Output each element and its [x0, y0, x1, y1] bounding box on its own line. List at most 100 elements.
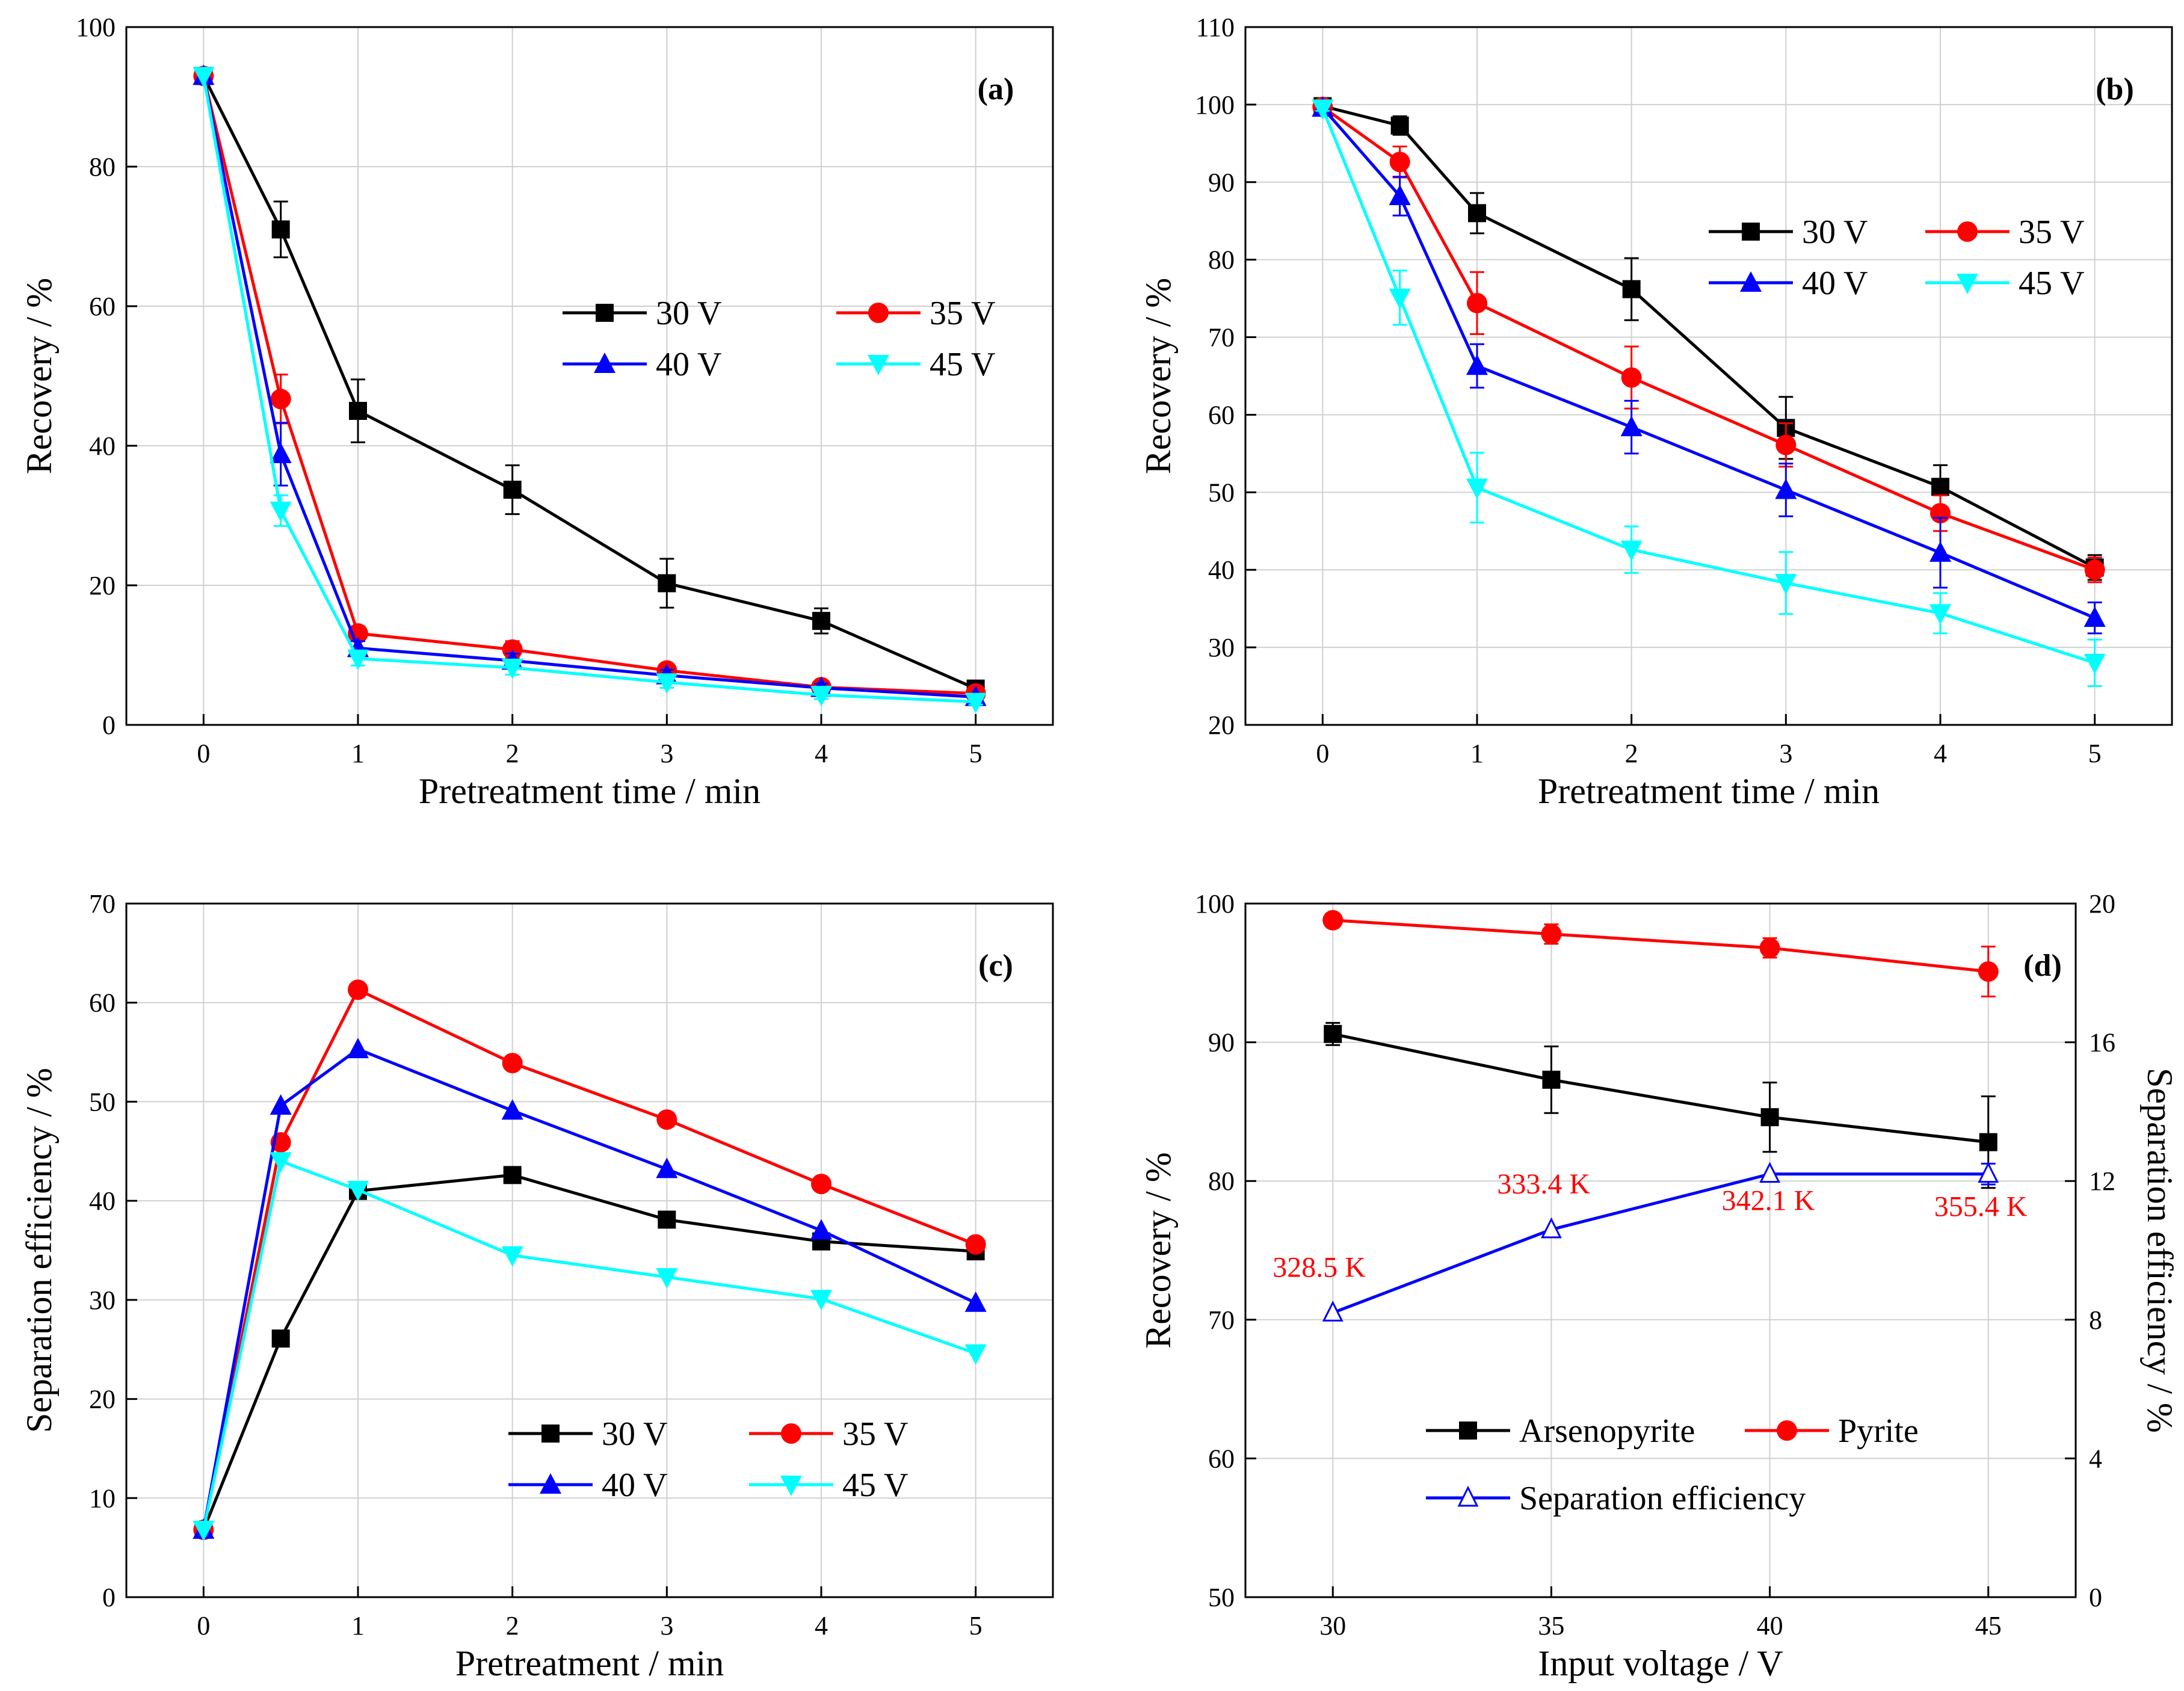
- y-tick-label: 100: [1195, 889, 1235, 919]
- chart-panel-4: 30 35 40 45 50 60 70 80 90 100 0 4 8 12 16 20 Input volt…: [1138, 889, 2180, 1683]
- data-point: [1468, 204, 1486, 223]
- x-tick-label: 1: [351, 739, 365, 768]
- data-point: [1540, 1217, 1562, 1239]
- legend-label: 35 V: [2019, 214, 2084, 251]
- x-tick-label: 2: [506, 739, 519, 768]
- x-axis-title: Input voltage / V: [1538, 1643, 1783, 1683]
- x-tick-label: 30: [1319, 1611, 1346, 1640]
- data-point: [501, 658, 523, 679]
- y-axis-title: Recovery / %: [1138, 1152, 1178, 1349]
- y-tick-label: 80: [1208, 245, 1235, 275]
- y-tick-label: 60: [1208, 400, 1235, 430]
- data-point: [656, 1109, 677, 1130]
- series-40-v: [193, 64, 987, 706]
- legend-label: Pyrite: [1838, 1412, 1919, 1450]
- data-point: [501, 1099, 523, 1120]
- legend: 30 V 35 V 40 V 45 V: [508, 1415, 908, 1504]
- series-line: [202, 1047, 976, 1530]
- y-tick-label: 40: [1208, 555, 1235, 585]
- data-point: [1312, 99, 1334, 120]
- plot-frame: [1244, 902, 2077, 1598]
- legend-entry: Separation efficiency: [1426, 1480, 1806, 1517]
- legend-entry: 40 V: [508, 1467, 667, 1504]
- data-point: [1759, 1162, 1781, 1183]
- data-point: [271, 1329, 290, 1348]
- y-tick-label: 0: [102, 1583, 116, 1612]
- legend-marker: [1740, 271, 1762, 292]
- data-point: [1322, 1300, 1343, 1322]
- y2-tick-label: 16: [2089, 1028, 2115, 1058]
- data-point: [347, 649, 369, 670]
- data-point: [1389, 152, 1410, 173]
- series-line: [202, 75, 976, 699]
- legend-label: 30 V: [1802, 214, 1868, 251]
- data-point: [1541, 923, 1562, 944]
- y-tick-label: 20: [89, 571, 116, 600]
- data-point: [1467, 292, 1487, 313]
- y-tick-label: 80: [89, 152, 116, 182]
- series-line: [1333, 919, 1989, 973]
- data-point: [1760, 1108, 1779, 1127]
- data-point: [1775, 478, 1797, 499]
- legend-marker: [1957, 274, 1978, 294]
- data-point: [270, 1094, 292, 1115]
- legend: 30 V 35 V 40 V 45 V: [1709, 214, 2084, 302]
- data-point: [2084, 559, 2105, 581]
- legend-marker: [1742, 223, 1760, 241]
- series-arsenopyrite: [1324, 1021, 1997, 1189]
- y-tick-label: 70: [89, 889, 116, 919]
- y-tick-label: 90: [1208, 168, 1235, 197]
- data-point: [656, 1267, 678, 1289]
- data-point: [658, 574, 676, 593]
- data-point: [1324, 1024, 1342, 1043]
- legend-entry: 30 V: [1709, 214, 1868, 251]
- data-point: [1978, 1162, 1999, 1183]
- legend-label: 35 V: [930, 295, 995, 332]
- legend-label: 40 V: [602, 1467, 667, 1504]
- panel-label: (b): [2096, 72, 2134, 106]
- data-point: [503, 481, 522, 499]
- legend-label: 45 V: [930, 346, 995, 383]
- plot-frame: [125, 26, 1054, 726]
- x-tick-label: 4: [1934, 739, 1947, 768]
- legend-entry: Pyrite: [1745, 1412, 1919, 1450]
- x-tick-label: 40: [1757, 1611, 1783, 1640]
- data-point: [1621, 367, 1642, 388]
- x-tick-label: 2: [506, 1611, 519, 1640]
- legend-marker: [594, 353, 615, 373]
- data-point: [810, 1290, 832, 1311]
- x-tick-label: 3: [660, 1611, 673, 1640]
- data-point: [1389, 288, 1411, 309]
- data-point: [270, 389, 291, 410]
- y-axis-title: Separation efficiency / %: [19, 1068, 59, 1433]
- legend-entry: 45 V: [749, 1467, 908, 1504]
- legend-entry: 40 V: [1709, 265, 1868, 302]
- x-tick-label: 0: [1316, 739, 1329, 768]
- legend-marker: [1459, 1421, 1477, 1440]
- y-tick-label: 90: [1208, 1028, 1235, 1058]
- series-30-v: [1313, 97, 2104, 581]
- data-point: [503, 1166, 522, 1184]
- y-tick-label: 70: [1208, 323, 1235, 353]
- legend-entry: 45 V: [1925, 265, 2084, 302]
- series-45-v: [1312, 99, 2106, 688]
- legend-entry: 30 V: [563, 295, 721, 332]
- data-point: [347, 1038, 369, 1059]
- series-line: [1321, 106, 2096, 620]
- data-point: [812, 612, 830, 630]
- data-point: [193, 1520, 215, 1541]
- legend-label: 45 V: [2019, 265, 2084, 302]
- data-point: [964, 1291, 987, 1312]
- series-line: [202, 75, 976, 704]
- data-point: [193, 67, 215, 88]
- data-point: [656, 673, 678, 694]
- x-axis-title: Pretreatment / min: [455, 1643, 724, 1683]
- y-tick-label: 50: [89, 1087, 116, 1117]
- x-tick-label: 2: [1625, 739, 1638, 768]
- legend-label: 30 V: [656, 295, 721, 332]
- data-point: [964, 692, 987, 713]
- series-45-v: [193, 1152, 987, 1541]
- data-point: [1775, 434, 1797, 455]
- legend-label: 40 V: [656, 346, 721, 383]
- data-point: [1931, 478, 1949, 496]
